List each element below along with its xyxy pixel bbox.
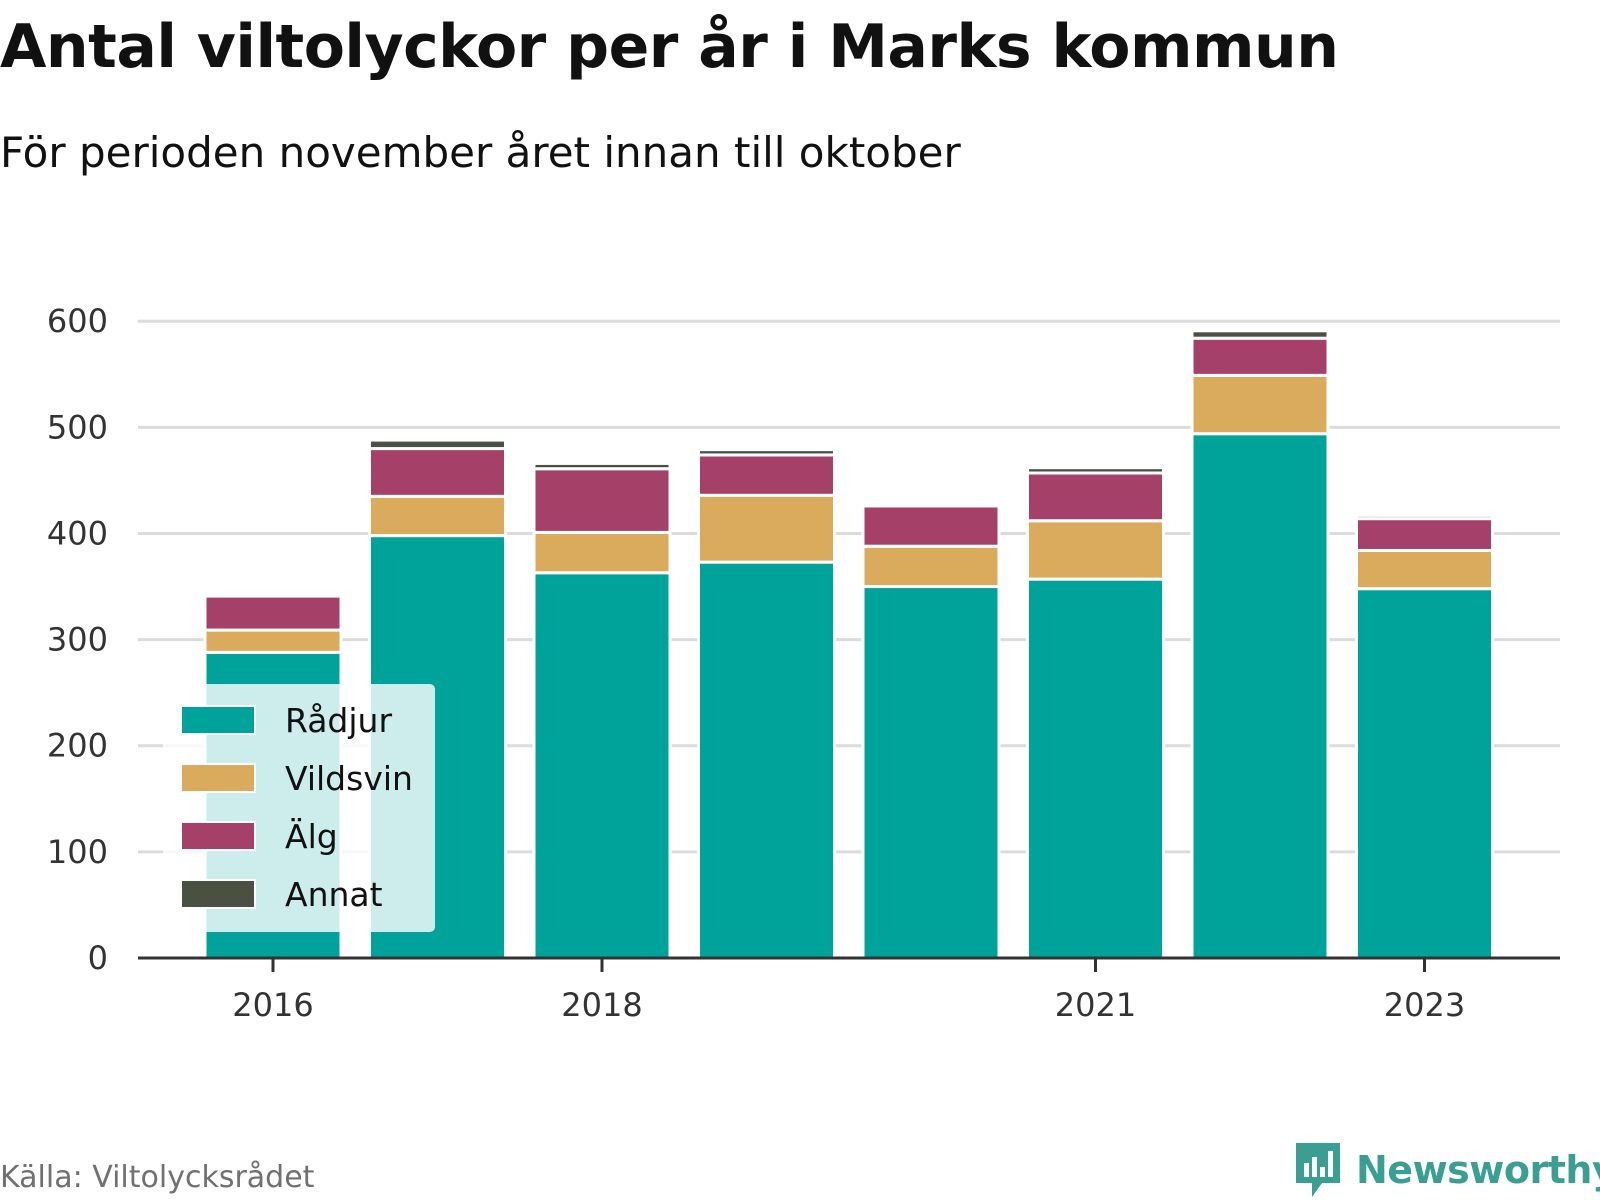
- bar-segment-älg: [1190, 336, 1330, 377]
- y-tick-label: 600: [47, 302, 108, 340]
- bar-segment-rådjur: [532, 571, 672, 960]
- bar-segment-vildsvin: [861, 544, 1001, 589]
- bar-segment-älg: [1355, 517, 1494, 552]
- y-tick-label: 400: [47, 514, 108, 552]
- brand-name: Newsworthy: [1356, 1148, 1600, 1192]
- legend-swatch: [180, 879, 256, 909]
- bar-segment-annat: [1026, 466, 1165, 475]
- bar-segment-vildsvin: [532, 530, 672, 575]
- bar-segment-rådjur: [1026, 577, 1165, 960]
- bar-stack-2023: [1355, 513, 1494, 960]
- bar-stack-2018: [532, 461, 672, 960]
- bar-segment-älg: [532, 467, 672, 534]
- y-tick-label: 200: [47, 727, 108, 765]
- bar-segment-älg: [1026, 471, 1165, 523]
- bar-segment-annat: [368, 438, 507, 451]
- axes: 0 100 200 300 400 500 600 2016 2018 2021 2023: [47, 302, 1560, 1024]
- bar-segment-vildsvin: [697, 493, 836, 564]
- legend-box: [163, 684, 435, 932]
- legend-swatch: [180, 763, 256, 793]
- chart-title: Antal viltolyckor per år i Marks kommun: [0, 12, 1339, 82]
- bar-stack-2020: [861, 502, 1001, 960]
- legend-item-annat: Annat: [180, 875, 383, 914]
- bar-segment-rådjur: [861, 585, 1001, 960]
- legend-item-älg: Älg: [180, 817, 338, 856]
- bar-segment-annat: [697, 448, 836, 457]
- bar-stack-2022: [1190, 329, 1330, 960]
- legend-label: Älg: [285, 817, 338, 856]
- brand-logo: Newsworthy: [1292, 1138, 1600, 1202]
- bar-segment-vildsvin: [1026, 519, 1165, 581]
- legend-swatch: [180, 821, 256, 851]
- chart-subtitle: För perioden november året innan till ok…: [0, 128, 961, 177]
- x-tick-label: 2018: [561, 986, 642, 1024]
- legend-swatch: [180, 705, 256, 735]
- bar-segment-rådjur: [1190, 432, 1330, 960]
- bar-segment-älg: [861, 504, 1001, 548]
- bar-stack-2021: [1026, 466, 1165, 960]
- bar-segment-vildsvin: [203, 628, 343, 654]
- legend-item-rådjur: Rådjur: [180, 701, 392, 740]
- bar-segment-annat: [532, 461, 672, 471]
- legend-item-vildsvin: Vildsvin: [180, 759, 413, 798]
- bar-segment-annat: [1190, 329, 1330, 340]
- bar-segment-vildsvin: [1355, 548, 1494, 591]
- y-tick-label: 300: [47, 621, 108, 659]
- x-tick-label: 2023: [1384, 986, 1465, 1024]
- bar-segment-rådjur: [697, 560, 836, 960]
- source-note: Källa: Viltolycksrådet: [0, 1160, 315, 1195]
- legend-label: Rådjur: [285, 701, 392, 740]
- bar-segment-annat: [1355, 513, 1494, 521]
- bar-stack-2019: [697, 448, 836, 960]
- bar-segment-vildsvin: [368, 494, 507, 538]
- y-tick-label: 100: [47, 833, 108, 871]
- y-tick-label: 500: [47, 408, 108, 446]
- legend: Rådjur Vildsvin Älg Annat: [163, 684, 435, 932]
- legend-label: Vildsvin: [285, 759, 413, 798]
- bar-segment-älg: [203, 594, 343, 632]
- bar-chart-speech-bubble-icon: [1296, 1143, 1340, 1197]
- bar-segment-rådjur: [1355, 587, 1494, 960]
- legend-label: Annat: [285, 875, 383, 914]
- y-tick-label: 0: [88, 939, 108, 977]
- bar-segment-älg: [368, 447, 507, 498]
- x-tick-label: 2016: [232, 986, 313, 1024]
- x-tick-label: 2021: [1055, 986, 1136, 1024]
- bar-segment-annat: [861, 502, 1001, 508]
- bar-segment-vildsvin: [1190, 373, 1330, 436]
- bar-segment-älg: [697, 453, 836, 497]
